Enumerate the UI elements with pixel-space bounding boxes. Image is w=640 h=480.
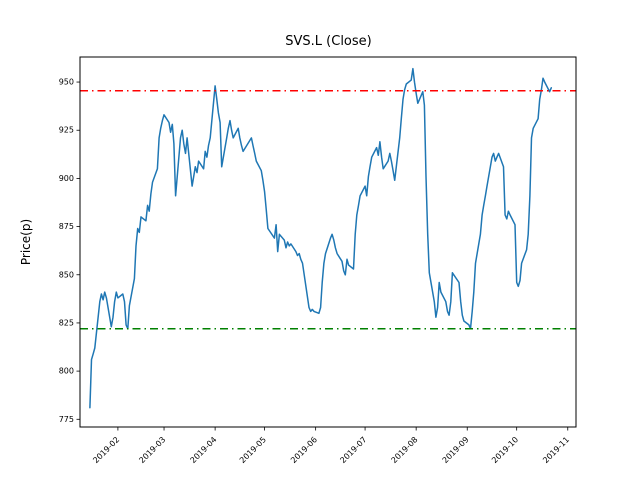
- x-tick-label: 2019-07: [338, 435, 368, 465]
- x-tick-label: 2019-03: [137, 435, 167, 465]
- y-tick-label: 825: [59, 318, 74, 327]
- x-tick-label: 2019-05: [238, 435, 268, 465]
- x-tick-label: 2019-10: [490, 435, 520, 465]
- y-tick-label: 900: [59, 174, 74, 183]
- x-tick-label: 2019-11: [541, 435, 571, 465]
- price-line: [89, 67, 553, 409]
- x-tick-label: 2019-08: [390, 435, 420, 465]
- y-tick-label: 875: [59, 222, 74, 231]
- chart-title: SVS.L (Close): [285, 34, 372, 49]
- x-tick-label: 2019-04: [189, 435, 219, 465]
- plot-border: [79, 56, 577, 428]
- y-tick-label: 775: [59, 415, 74, 424]
- y-tick-label: 850: [59, 270, 74, 279]
- y-tick-label: 925: [59, 126, 74, 135]
- x-tick-label: 2019-02: [91, 435, 121, 465]
- x-tick-label: 2019-09: [441, 435, 471, 465]
- y-tick-label: 800: [59, 367, 74, 376]
- y-tick-label: 950: [59, 78, 74, 87]
- x-tick-label: 2019-06: [289, 435, 319, 465]
